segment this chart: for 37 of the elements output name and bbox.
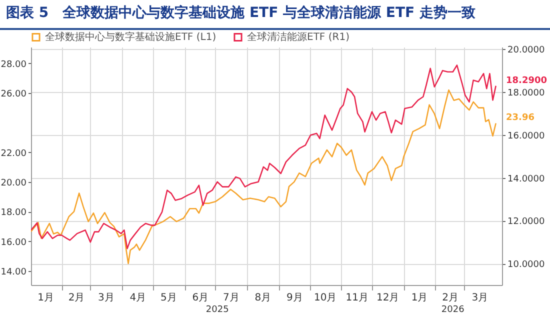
x-tick-label: 6月 — [192, 292, 209, 304]
x-tick-label: 12月 — [376, 292, 400, 304]
x-tick-label: 8月 — [254, 292, 272, 304]
text: 2025 — [206, 305, 229, 315]
y2-tick-label: 10.0000 — [508, 260, 545, 270]
y2-tick-label: 18.0000 — [508, 88, 545, 99]
x-tick-label: 7月 — [222, 292, 240, 304]
legend-label: 全球清洁能源ETF (R1) — [247, 31, 350, 44]
x-tick-label: 5月 — [160, 292, 177, 304]
chart-title: 图表 5 全球数据中心与数字基础设施 ETF 与全球清洁能源 ETF 走势一致 — [0, 0, 550, 30]
y2-tick-label: 14.0000 — [508, 174, 545, 184]
line-series — [31, 89, 497, 264]
y-tick-label: 14.00 — [0, 267, 27, 278]
y2-tick-label: 12.0000 — [508, 217, 545, 228]
x-tick-label: 11月 — [346, 292, 368, 304]
x-tick-label: 4月 — [130, 292, 146, 304]
x-tick-label: 2月 — [68, 292, 85, 304]
x-tick-label: 3月 — [472, 292, 488, 304]
y2-tick-label: 20.0000 — [508, 46, 545, 56]
x-tick-label: 2月 — [442, 292, 458, 304]
y-tick-label: 16.00 — [0, 238, 27, 248]
y2-tick-label: 16.0000 — [508, 131, 545, 142]
legend-label: 全球数据中心与数字基础设施ETF (L1) — [45, 31, 216, 44]
x-tick-label: 1月 — [38, 292, 54, 304]
data-label: 18.2900 — [506, 76, 547, 86]
y-tick-label: 20.00 — [0, 178, 27, 188]
y-tick-label: 26.00 — [0, 89, 27, 100]
y-tick-label: 22.00 — [0, 148, 27, 159]
data-label: 23.96 — [506, 113, 534, 124]
x-tick-label: 1月 — [411, 292, 428, 304]
y-tick-label: 28.00 — [0, 60, 27, 70]
text: 2026 — [441, 305, 465, 315]
x-tick-label: 9月 — [286, 292, 303, 304]
y-tick-label: 18.00 — [0, 208, 27, 218]
line-series — [31, 64, 497, 250]
x-tick-label: 3月 — [98, 292, 114, 304]
x-tick-label: 10月 — [314, 292, 337, 304]
